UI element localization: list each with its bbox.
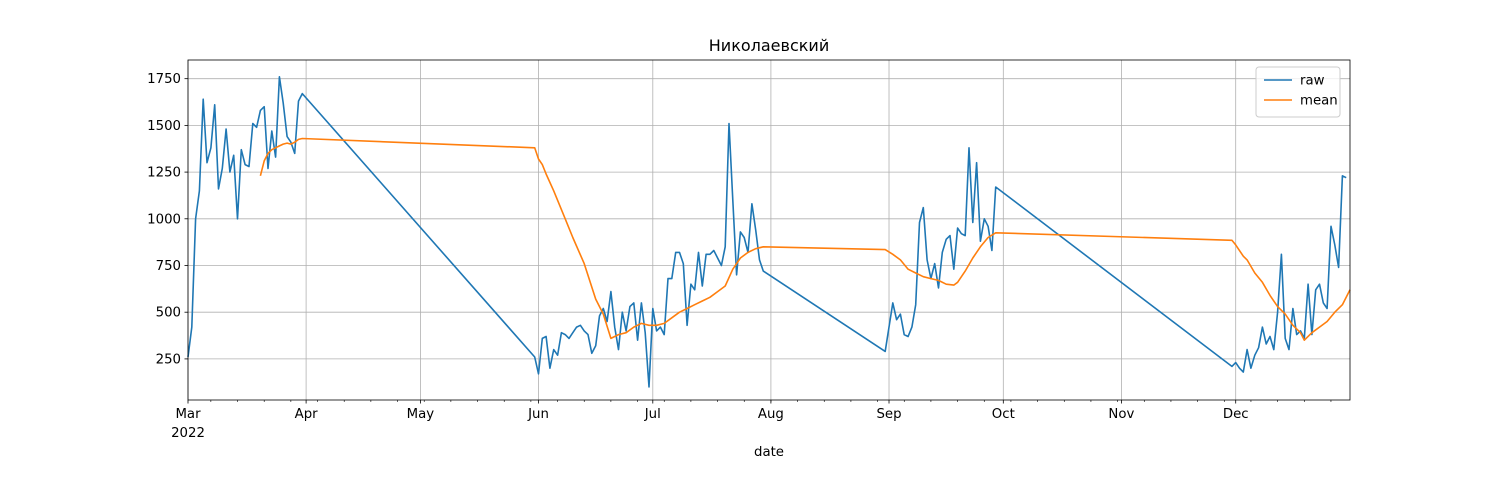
x-year-label: 2022 bbox=[171, 426, 205, 441]
y-tick-label: 1750 bbox=[147, 72, 181, 87]
y-tick-label: 1500 bbox=[147, 119, 181, 134]
x-tick-label: May bbox=[407, 407, 435, 422]
legend: raw mean bbox=[1255, 66, 1341, 118]
x-tick-label: Nov bbox=[1108, 407, 1134, 422]
x-tick-label: Apr bbox=[295, 407, 319, 422]
series-line-raw bbox=[187, 76, 1347, 388]
chart-title: Николаевский bbox=[709, 36, 829, 55]
series-lines bbox=[187, 76, 1351, 388]
x-axis-label: date bbox=[754, 445, 784, 460]
x-tick-label: Oct bbox=[992, 407, 1015, 422]
series-line-mean bbox=[259, 137, 1351, 341]
y-tick-label: 500 bbox=[156, 306, 181, 321]
x-tick-label: Sep bbox=[876, 407, 901, 422]
legend-box bbox=[1255, 66, 1341, 118]
x-tick-label: Dec bbox=[1223, 407, 1249, 422]
plot-frame bbox=[187, 59, 1351, 401]
y-tick-label: 750 bbox=[156, 259, 181, 274]
axis-ticks: 250 500 750 1000 1250 1500 1750 Mar Apr May Jun Jul… bbox=[147, 72, 1332, 441]
legend-label-mean: mean bbox=[1300, 94, 1338, 109]
x-tick-label: Jul bbox=[644, 407, 661, 422]
x-tick-label: Mar bbox=[175, 407, 201, 422]
y-tick-label: 1250 bbox=[147, 166, 181, 181]
y-tick-label: 250 bbox=[156, 352, 181, 367]
x-tick-label: Jun bbox=[527, 407, 549, 422]
x-tick-label: Aug bbox=[758, 407, 784, 422]
legend-label-raw: raw bbox=[1300, 74, 1325, 89]
y-tick-label: 1000 bbox=[147, 212, 181, 227]
